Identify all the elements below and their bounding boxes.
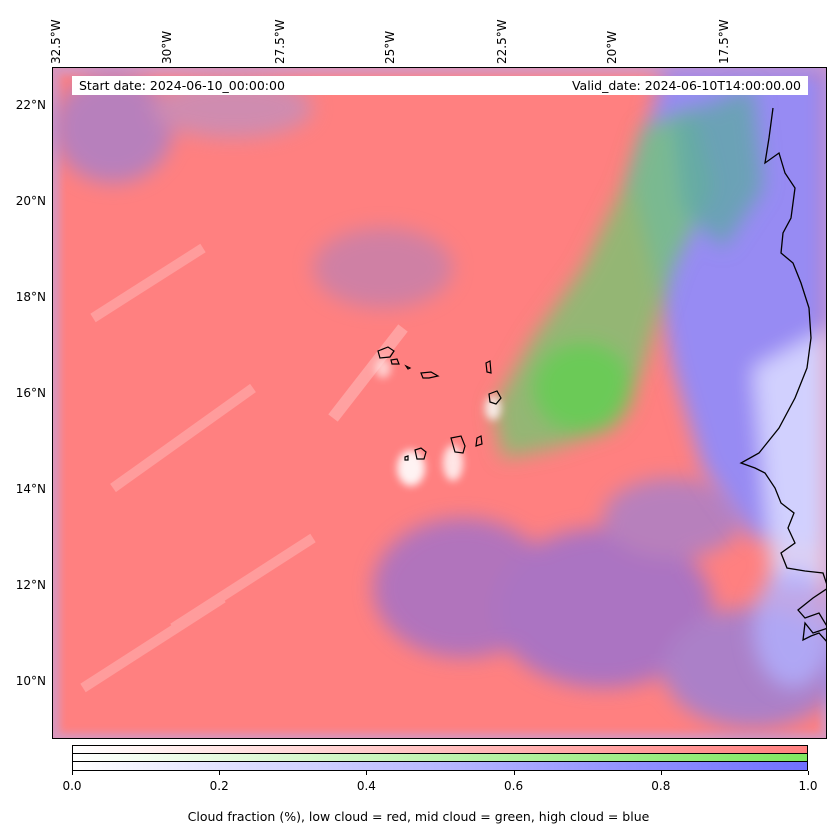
- latitude-label: 22°N: [15, 98, 46, 112]
- island-outlines: [377, 346, 502, 461]
- map-panel: [52, 67, 827, 739]
- longitude-label: 32.5°W: [49, 19, 63, 64]
- mid-cloud-band: [493, 88, 763, 458]
- colorbar-high-cloud: [73, 762, 807, 770]
- latitude-label: 20°N: [15, 194, 46, 208]
- longitude-label: 27.5°W: [273, 19, 287, 64]
- longitude-label: 20°W: [605, 30, 619, 64]
- cloud-streaks: [80, 243, 408, 693]
- longitude-label: 22.5°W: [495, 19, 509, 64]
- date-info-box: Start date: 2024-06-10_00:00:00 Valid_da…: [72, 76, 808, 95]
- longitude-label: 25°W: [383, 30, 397, 64]
- colorbar-label: Cloud fraction (%), low cloud = red, mid…: [187, 809, 650, 824]
- colorbar-tickmark: [660, 771, 662, 775]
- colorbar: [72, 745, 808, 771]
- latitude-label: 10°N: [15, 674, 46, 688]
- latitude-label: 16°N: [15, 386, 46, 400]
- colorbar-tick-label: 1.0: [798, 779, 818, 793]
- colorbar-tick-label: 0.0: [62, 779, 82, 793]
- start-date-label: Start date: 2024-06-10_00:00:00: [79, 78, 285, 93]
- longitude-label: 30°W: [160, 30, 174, 64]
- colorbar-mid-cloud: [73, 754, 807, 762]
- colorbar-tickmark: [808, 771, 809, 775]
- colorbar-tick-label: 0.8: [651, 779, 671, 793]
- colorbar-tickmark: [366, 771, 368, 775]
- colorbar-tick-label: 0.2: [209, 779, 229, 793]
- latitude-label: 18°N: [15, 290, 46, 304]
- colorbar-tickmark: [219, 771, 221, 775]
- clear-sky-spots: [375, 358, 501, 486]
- longitude-label: 17.5°W: [717, 19, 731, 64]
- colorbar-tick-label: 0.6: [504, 779, 524, 793]
- colorbar-tick-label: 0.4: [356, 779, 376, 793]
- high-cloud-patches: [53, 73, 826, 728]
- latitude-label: 12°N: [15, 578, 46, 592]
- colorbar-low-cloud: [73, 746, 807, 754]
- african-coastline: [739, 107, 826, 642]
- latitude-label: 14°N: [15, 482, 46, 496]
- colorbar-tickmark: [72, 771, 73, 775]
- valid-date-label: Valid_date: 2024-06-10T14:00:00.00: [571, 78, 801, 93]
- colorbar-tickmark: [513, 771, 515, 775]
- cloud-fraction-map: [53, 68, 826, 738]
